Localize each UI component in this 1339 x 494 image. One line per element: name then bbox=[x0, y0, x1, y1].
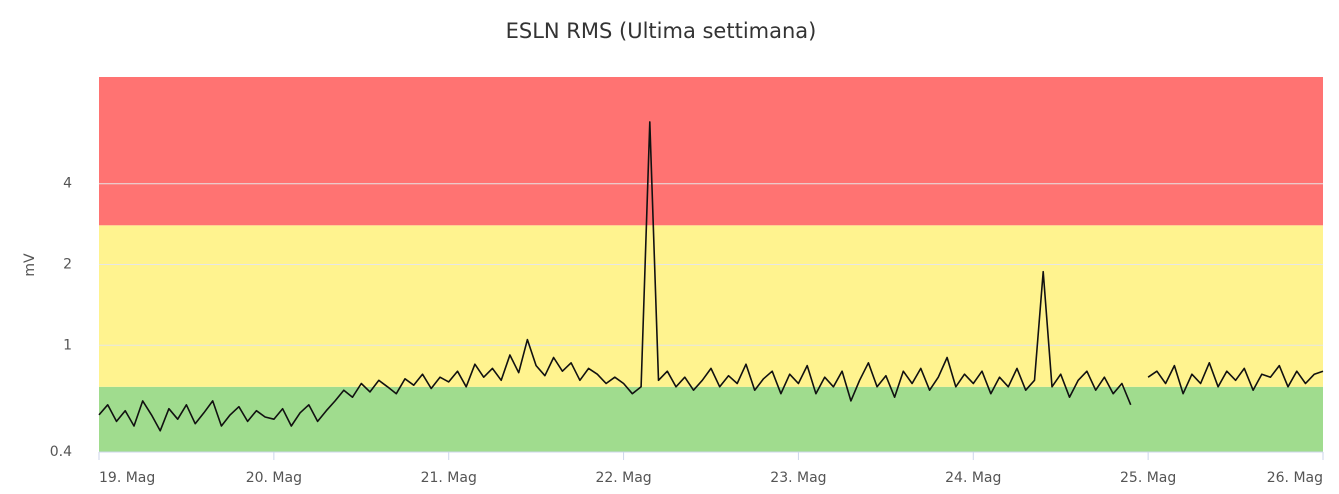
plot-band bbox=[99, 386, 1323, 452]
x-tick-label: 25. Mag bbox=[1120, 470, 1176, 486]
x-tick-label: 22. Mag bbox=[595, 470, 651, 486]
x-tick-label: 19. Mag bbox=[99, 470, 155, 486]
y-tick-label: 2 bbox=[63, 257, 72, 273]
y-tick-label: 4 bbox=[63, 176, 72, 192]
x-tick-label: 20. Mag bbox=[246, 470, 302, 486]
x-tick-label: 26. Mag bbox=[1267, 470, 1323, 486]
x-tick-label: 23. Mag bbox=[770, 470, 826, 486]
data-line bbox=[98, 121, 1324, 432]
x-tick-label: 21. Mag bbox=[421, 470, 477, 486]
y-tick-label: 1 bbox=[63, 337, 72, 353]
x-tick-label: 24. Mag bbox=[945, 470, 1001, 486]
chart-title: ESLN RMS (Ultima settimana) bbox=[506, 19, 817, 43]
plot-band bbox=[99, 77, 1323, 226]
y-axis-label: mV bbox=[22, 253, 38, 277]
plot-band bbox=[99, 225, 1323, 387]
y-tick-label: 0.4 bbox=[50, 444, 72, 460]
